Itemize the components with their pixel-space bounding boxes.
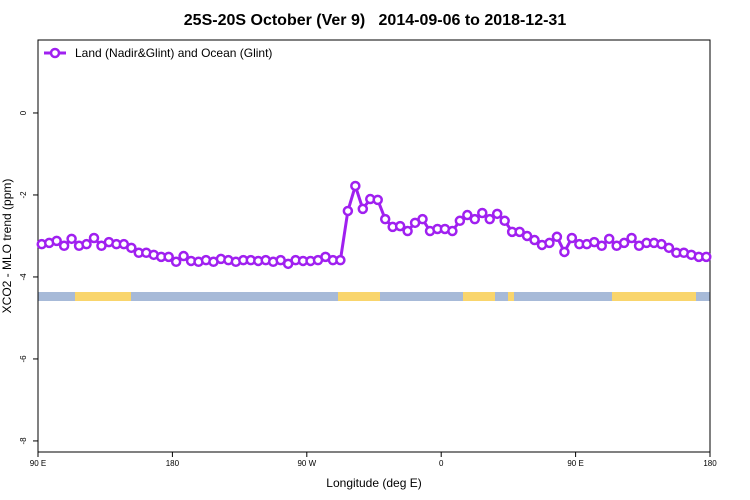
data-point [544,237,555,249]
data-point [559,246,570,258]
data-point [529,234,540,246]
data-point [701,251,712,263]
data-point [88,232,100,244]
data-point [469,213,481,225]
data-point [521,230,533,242]
data-point [394,220,406,232]
y-tick-label: -2 [19,191,28,199]
x-tick-label: 180 [703,459,717,468]
data-point [372,194,383,206]
data-point [163,251,174,263]
data-point [51,235,62,247]
data-point [447,225,458,237]
data-point [477,207,488,219]
x-tick-label: 90 E [567,459,583,468]
x-axis-label: Longitude (deg E) [326,476,421,490]
y-tick-label: 0 [19,110,28,115]
data-point [58,240,70,252]
y-tick-label: -8 [19,437,28,445]
data-point [402,225,413,237]
land-band [612,292,696,301]
x-tick-label: 180 [166,459,180,468]
y-tick-label: -6 [19,355,28,363]
data-point [66,233,77,245]
legend-marker [49,47,61,59]
data-point [462,209,473,221]
land-band [508,292,514,301]
y-axis-label: XCO2 - MLO trend (ppm) [0,179,14,314]
chart-title: 25S-20S October (Ver 9) 2014-09-06 to 20… [184,12,567,29]
y-tick-label: -4 [19,273,28,281]
x-tick-label: 90 E [30,459,46,468]
data-point [484,213,495,225]
data-point [499,215,510,227]
data-point [618,237,630,249]
land-band [338,292,380,301]
plot-frame [37,39,711,453]
data-point [603,233,615,245]
data-point [596,240,607,252]
land-band [75,292,131,301]
data-point [81,238,92,250]
data-point [566,232,578,244]
data-point [357,203,369,215]
x-tick-label: 90 W [297,459,316,468]
x-tick-label: 0 [439,459,444,468]
legend-label: Land (Nadir&Glint) and Ocean (Glint) [75,46,272,60]
data-point [551,231,563,243]
data-point [514,226,525,238]
data-point [350,180,361,192]
data-point [342,205,354,217]
land-band [463,292,495,301]
data-point [170,256,182,268]
data-point [178,250,189,262]
data-point [491,208,503,220]
data-point [663,242,675,254]
data-point [335,254,346,266]
data-point [126,242,137,254]
land-ocean-strip [38,292,710,301]
data-point [454,215,466,227]
data-point [379,213,391,225]
data-point [417,213,428,225]
data-point [626,232,637,244]
